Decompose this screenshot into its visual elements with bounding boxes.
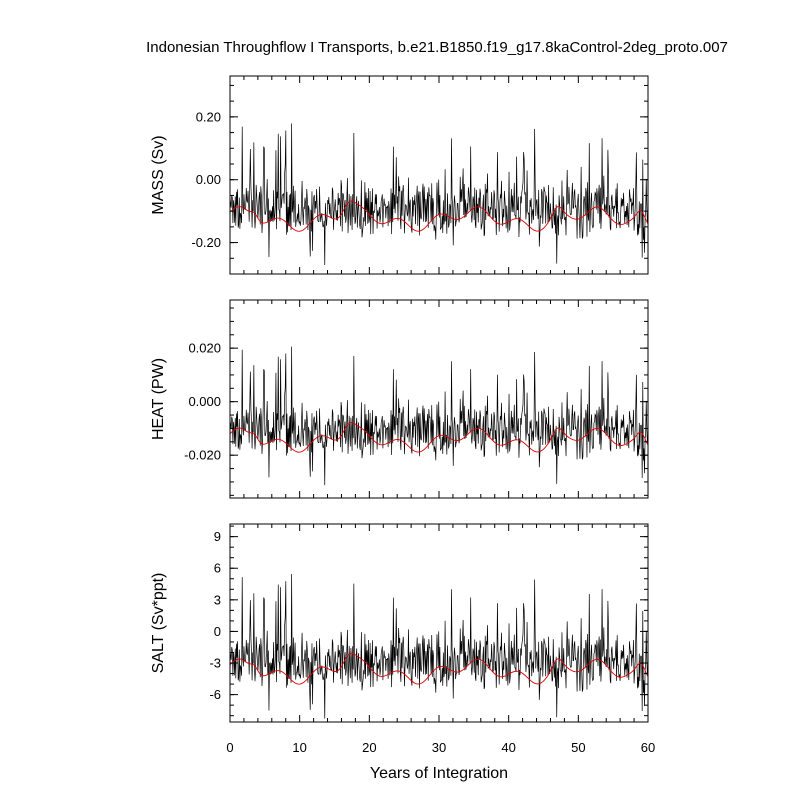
y-tick-label: 9: [214, 529, 221, 544]
x-axis-label: Years of Integration: [370, 765, 508, 782]
annual-smooth-line: [230, 200, 648, 232]
y-tick-label: -0.020: [184, 448, 221, 463]
x-tick-label: 30: [432, 740, 446, 755]
y-axis-label: HEAT (PW): [150, 358, 167, 440]
y-axis-label: SALT (Sv*ppt): [150, 573, 167, 674]
y-tick-label: 0.00: [196, 172, 221, 187]
y-tick-label: -6: [209, 687, 221, 702]
heat-panel: 0.020 0.000 -0.020 HEAT (PW): [150, 299, 649, 499]
panel-frame: [229, 523, 649, 723]
x-axis-tick-labels: 0 10 20 30 40 50 60: [226, 740, 655, 755]
y-tick-label: 0: [214, 624, 221, 639]
annual-smooth-line: [230, 422, 648, 453]
y-tick-label: 0.20: [196, 109, 221, 124]
x-tick-label: 10: [292, 740, 306, 755]
y-tick-label: 0.020: [188, 341, 221, 356]
x-tick-label: 20: [362, 740, 376, 755]
y-tick-label: 3: [214, 592, 221, 607]
panel-frame: [229, 299, 649, 499]
annual-smooth-line: [230, 652, 648, 685]
monthly-series-line: [230, 573, 648, 719]
y-tick-label: -0.20: [191, 235, 221, 250]
y-axis-label: MASS (Sv): [150, 135, 167, 214]
x-tick-label: 0: [226, 740, 233, 755]
y-tick-label: 0.000: [188, 394, 221, 409]
x-tick-label: 60: [641, 740, 655, 755]
chart-title: Indonesian Throughflow I Transports, b.e…: [146, 39, 728, 56]
y-tick-label: -3: [209, 656, 221, 671]
monthly-series-line: [230, 346, 648, 486]
x-tick-label: 50: [571, 740, 585, 755]
y-tick-label: 6: [214, 561, 221, 576]
mass-panel: 0.20 0.00 -0.20 MASS (Sv): [150, 75, 649, 275]
panel-frame: [229, 75, 649, 275]
salt-panel: 9 6 3 0 -3 -6 SALT (Sv*ppt): [150, 523, 649, 723]
monthly-series-line: [230, 123, 648, 266]
x-tick-label: 40: [501, 740, 515, 755]
